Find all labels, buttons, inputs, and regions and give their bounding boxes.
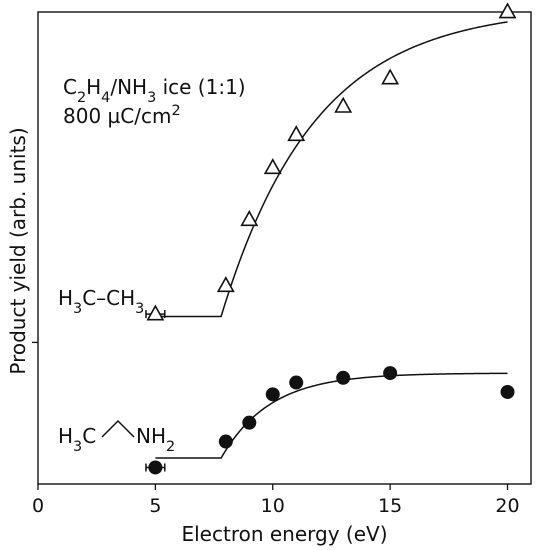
methylamine-bond bbox=[101, 419, 135, 438]
data-point-ethane bbox=[334, 96, 353, 113]
x-tick-label: 0 bbox=[32, 495, 44, 517]
sample-annotation: C2H4/NH3 ice (1:1) bbox=[63, 75, 246, 106]
series-label-methylamine-left: H3C bbox=[58, 424, 96, 455]
series-label-ethane: H3C–CH3 bbox=[58, 286, 144, 317]
axes: 0 5 10 15 20 Electron energy (eV) Product yiel… bbox=[6, 11, 532, 546]
data-point-methylamine bbox=[218, 434, 233, 449]
data-point-methylamine bbox=[336, 370, 351, 385]
chart-labels: C2H4/NH3 ice (1:1)800 µC/cm2 H3C–CH3 H3C NH… bbox=[58, 75, 246, 455]
data-point-ethane bbox=[216, 276, 235, 293]
fit-curve-ethane bbox=[155, 21, 508, 318]
data-point-ethane bbox=[263, 158, 282, 175]
x-tick-label: 20 bbox=[495, 495, 519, 517]
fit-curves bbox=[155, 21, 508, 459]
data-point-ethane bbox=[498, 2, 517, 19]
data-point-methylamine bbox=[383, 366, 398, 381]
data-point-ethane bbox=[146, 304, 165, 321]
data-point-methylamine bbox=[242, 415, 257, 430]
plot-frame bbox=[37, 11, 532, 485]
data-point-methylamine bbox=[148, 460, 163, 475]
data-point-methylamine bbox=[289, 375, 304, 390]
data-point-ethane bbox=[287, 125, 306, 142]
x-axis-label: Electron energy (eV) bbox=[181, 522, 387, 546]
x-tick-label: 10 bbox=[261, 495, 285, 517]
y-axis-label: Product yield (arb. units) bbox=[6, 127, 30, 374]
fit-curve-methylamine bbox=[155, 372, 508, 459]
data-point-methylamine bbox=[265, 387, 280, 402]
data-point-ethane bbox=[381, 68, 400, 85]
x-tick-label: 15 bbox=[378, 495, 402, 517]
dose-annotation: 800 µC/cm2 bbox=[63, 103, 181, 128]
x-tick-label: 5 bbox=[149, 495, 161, 517]
data-markers bbox=[145, 2, 517, 475]
data-point-methylamine bbox=[500, 384, 515, 399]
series-label-methylamine-right: NH2 bbox=[136, 424, 175, 455]
data-point-ethane bbox=[240, 210, 259, 227]
